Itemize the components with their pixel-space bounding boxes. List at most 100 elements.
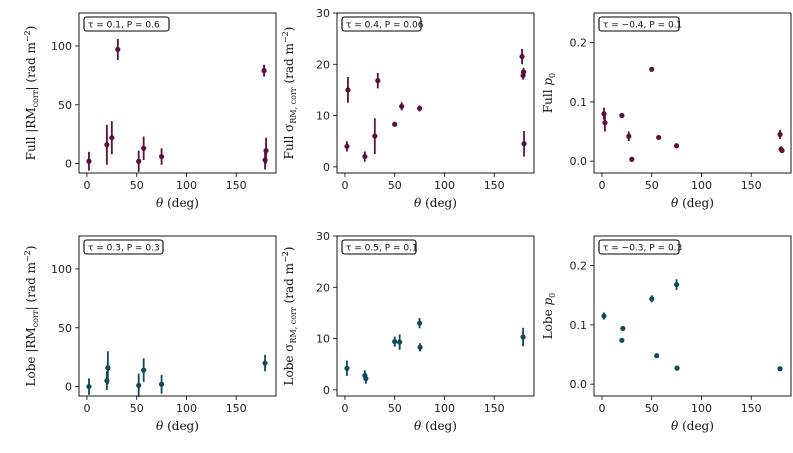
data-point xyxy=(372,133,378,139)
annotation-box xyxy=(83,16,170,32)
y-tick-label: 30 xyxy=(316,7,330,20)
x-axis-label: θ (deg) xyxy=(156,196,199,210)
y-label-close: ) xyxy=(282,27,296,32)
y-axis-label: Full σRM, corr (rad m−2) xyxy=(281,27,298,160)
data-point xyxy=(649,66,655,72)
data-point xyxy=(519,53,525,60)
x-tick-label: 100 xyxy=(434,179,455,192)
y-label-symbol: p xyxy=(541,297,555,305)
panel-lobe-rm: 0 50 100 150 0 50 100 θ (deg) Lobe |RMcorr| (rad… xyxy=(23,235,277,433)
y-label-main: Lobe |RM xyxy=(24,327,38,386)
y-tick-label: 0 xyxy=(323,161,330,174)
y-label-unit: (rad m xyxy=(282,262,296,307)
data-point xyxy=(158,381,165,387)
data-point xyxy=(86,383,92,390)
data-point xyxy=(654,353,660,359)
data-point xyxy=(629,156,635,162)
y-label-main: Full xyxy=(541,86,555,114)
annotation-box xyxy=(598,239,680,255)
y-label-superscript: −2 xyxy=(23,30,32,42)
data-point xyxy=(416,320,423,326)
data-point xyxy=(777,366,783,372)
annotation-text: τ = 0.1, P = 0.6 xyxy=(88,21,160,31)
panel-lobe-sigma: 0 50 100 150 0 10 20 30 θ (deg) Lobe σRM, corr (r… xyxy=(281,230,535,433)
x-axis-label-unit: (deg) xyxy=(421,419,457,433)
data-point xyxy=(520,334,526,340)
x-tick-label: 100 xyxy=(176,179,197,192)
y-tick-label: 0.1 xyxy=(570,96,588,109)
annotation-box xyxy=(598,16,680,32)
y-tick-label: 0 xyxy=(323,384,330,397)
data-point xyxy=(109,135,115,141)
x-tick-label: 0 xyxy=(598,402,605,415)
x-tick-label: 100 xyxy=(691,179,712,192)
axes-frame xyxy=(336,12,535,174)
data-point xyxy=(136,158,142,164)
x-axis-label-symbol: θ xyxy=(671,196,679,210)
x-tick-label: 0 xyxy=(83,179,90,192)
data-point xyxy=(649,296,655,302)
data-point xyxy=(619,337,625,343)
panel-full-sigma: 0 50 100 150 0 10 20 30 θ (deg) Full σRM, corr (r… xyxy=(281,7,535,210)
y-label-unit: (rad m xyxy=(282,42,296,87)
data-point xyxy=(520,69,527,75)
y-axis-label: Full p0 xyxy=(541,73,557,113)
data-point xyxy=(363,375,369,382)
data-point xyxy=(777,131,783,138)
y-tick-label: 0.0 xyxy=(570,155,588,168)
x-tick-label: 100 xyxy=(434,402,455,415)
y-label-unit: | (rad m xyxy=(24,261,38,310)
y-label-superscript: −2 xyxy=(281,251,290,263)
x-axis-label: θ (deg) xyxy=(414,419,457,433)
y-tick-label: 0.2 xyxy=(570,260,588,273)
y-label-main: Lobe xyxy=(541,305,555,339)
data-point xyxy=(656,134,662,141)
y-label-main: Lobe σ xyxy=(282,344,296,386)
data-point xyxy=(521,141,527,147)
x-axis-label: θ (deg) xyxy=(671,419,714,433)
y-tick-label: 0 xyxy=(65,158,72,171)
data-point xyxy=(626,133,632,139)
y-tick-label: 50 xyxy=(58,99,72,112)
y-label-close: ) xyxy=(24,246,38,251)
annotation-box xyxy=(83,239,164,255)
y-label-subscript: corr xyxy=(31,310,40,327)
y-label-subscript: 0 xyxy=(548,293,557,298)
y-tick-label: 0.1 xyxy=(570,319,588,332)
annotation-box xyxy=(341,16,422,32)
x-tick-label: 150 xyxy=(484,402,505,415)
data-point xyxy=(673,143,680,149)
x-tick-label: 50 xyxy=(130,179,144,192)
axes-frame xyxy=(593,235,792,397)
y-tick-label: 0.2 xyxy=(570,37,588,50)
x-axis-label-symbol: θ xyxy=(156,196,164,210)
annotation-text: τ = 0.3, P = 0.3 xyxy=(88,244,160,254)
y-label-unit: | (rad m xyxy=(24,42,38,91)
data-point xyxy=(344,143,350,149)
y-tick-label: 10 xyxy=(316,110,330,123)
y-tick-label: 20 xyxy=(316,58,330,71)
axes-frame xyxy=(593,12,792,174)
x-tick-label: 0 xyxy=(341,402,348,415)
y-label-symbol: p xyxy=(541,78,555,86)
data-point xyxy=(602,120,608,126)
x-axis-label-unit: (deg) xyxy=(678,196,714,210)
data-point xyxy=(392,339,398,345)
y-tick-label: 0 xyxy=(65,381,72,394)
axes-frame xyxy=(78,235,277,397)
y-axis-label: Lobe σRM, corr (rad m−2) xyxy=(281,247,298,386)
data-point xyxy=(158,153,165,160)
data-point xyxy=(105,365,111,371)
data-point xyxy=(601,313,607,319)
y-tick-label: 100 xyxy=(51,40,72,53)
x-axis-label-unit: (deg) xyxy=(163,419,199,433)
data-point xyxy=(263,148,269,154)
x-tick-label: 150 xyxy=(741,179,762,192)
data-point xyxy=(417,344,423,350)
axes-frame xyxy=(336,235,535,397)
x-tick-label: 150 xyxy=(226,402,247,415)
data-point xyxy=(397,339,403,345)
x-tick-label: 50 xyxy=(388,179,402,192)
y-tick-label: 10 xyxy=(316,333,330,346)
